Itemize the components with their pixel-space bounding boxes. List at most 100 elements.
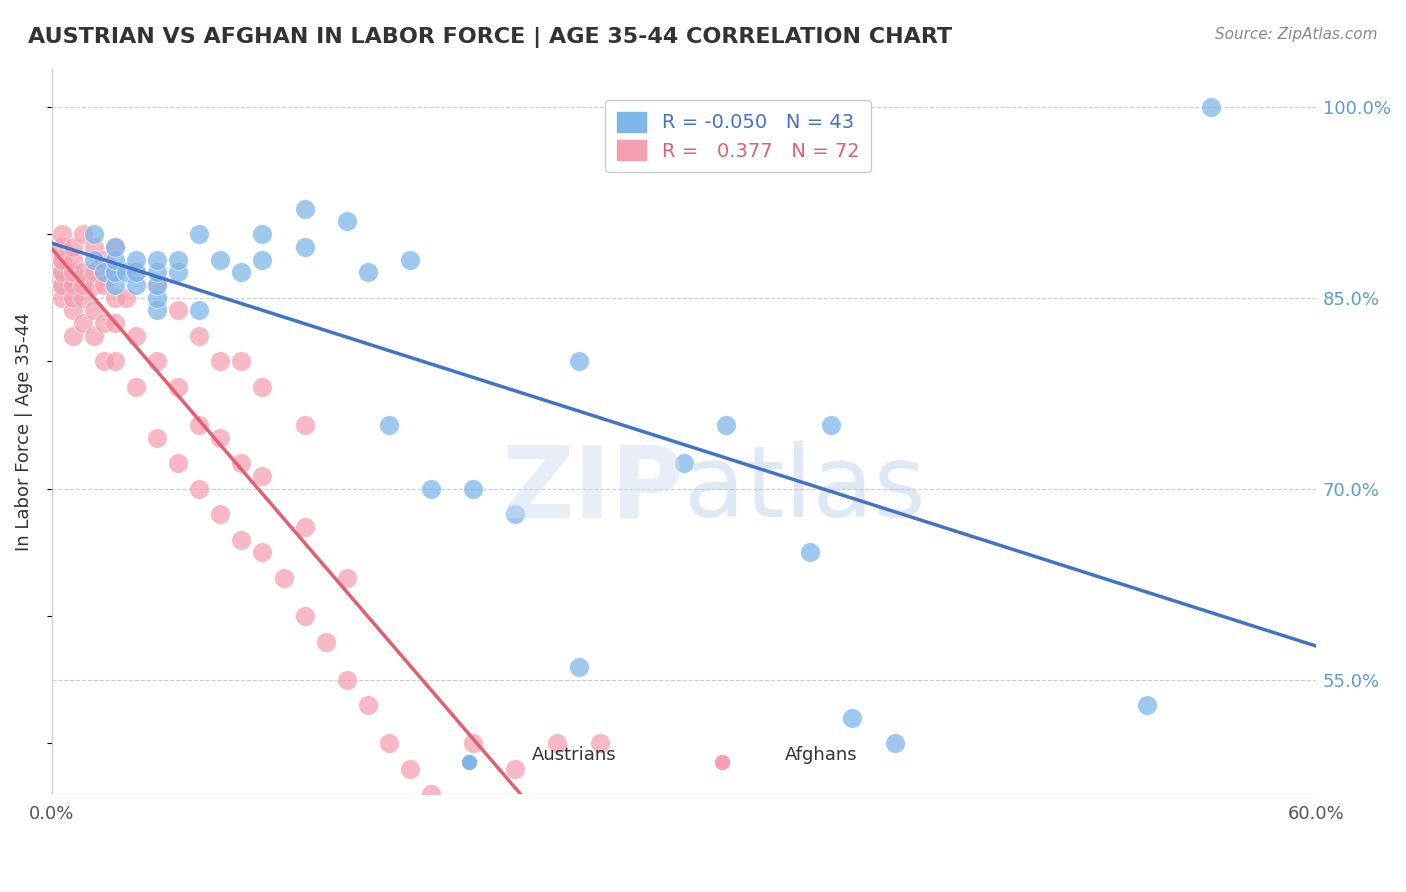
Point [83,265,105,279]
Point [378,736,401,750]
Point [146,265,169,279]
Point [125,329,148,343]
Point [820,418,842,433]
Point [51,291,73,305]
Point [114,291,136,305]
Point [51,227,73,241]
Point [188,227,211,241]
Point [146,278,169,293]
Point [672,456,695,470]
Point [167,380,190,394]
Point [294,609,316,624]
Point [188,418,211,433]
Point [294,418,316,433]
Point [62,291,84,305]
Point [125,265,148,279]
Point [104,265,127,279]
Point [93,316,115,330]
Point [1199,100,1222,114]
Point [62,303,84,318]
Point [167,303,190,318]
Point [505,762,527,776]
Point [104,278,127,293]
Point [399,252,422,267]
Point [505,507,527,521]
Point [146,278,169,293]
Point [93,265,115,279]
Point [231,265,253,279]
Point [83,329,105,343]
Point [252,252,274,267]
Point [83,303,105,318]
Point [51,265,73,279]
Point [231,354,253,368]
Point [378,418,401,433]
Point [51,278,73,293]
Point [114,265,136,279]
Point [72,265,94,279]
Point [463,736,485,750]
Point [294,520,316,534]
Point [883,736,905,750]
Point [62,278,84,293]
Point [167,252,190,267]
Point [104,316,127,330]
Point [252,227,274,241]
Point [104,354,127,368]
Point [104,265,127,279]
Point [420,788,443,802]
Point [146,291,169,305]
Point [62,252,84,267]
Point [188,482,211,496]
Point [167,265,190,279]
Point [841,711,863,725]
Point [62,240,84,254]
Point [714,418,737,433]
Point [146,354,169,368]
Point [420,482,443,496]
Text: Source: ZipAtlas.com: Source: ZipAtlas.com [1215,27,1378,42]
Point [1136,698,1159,713]
Y-axis label: In Labor Force | Age 35-44: In Labor Force | Age 35-44 [15,312,32,550]
Point [72,227,94,241]
Point [104,291,127,305]
Point [62,265,84,279]
Point [51,278,73,293]
Point [125,252,148,267]
Text: ZIP: ZIP [501,441,683,538]
Point [273,571,295,585]
Point [51,252,73,267]
Point [51,252,73,267]
Point [93,252,115,267]
Point [252,380,274,394]
Point [209,431,232,445]
Point [252,545,274,559]
Point [83,240,105,254]
Point [83,252,105,267]
Point [104,252,127,267]
Text: atlas: atlas [683,441,925,538]
Point [83,227,105,241]
Point [463,482,485,496]
Point [146,303,169,318]
Point [72,316,94,330]
Point [146,252,169,267]
Point [93,278,115,293]
Point [588,736,610,750]
Point [294,202,316,216]
Point [209,252,232,267]
Legend: R = -0.050   N = 43, R =   0.377   N = 72: R = -0.050 N = 43, R = 0.377 N = 72 [605,100,870,172]
Point [125,380,148,394]
Point [315,634,337,648]
Point [72,291,94,305]
Point [336,214,359,228]
Point [188,303,211,318]
Point [567,660,589,674]
Point [51,240,73,254]
Point [83,278,105,293]
Point [336,571,359,585]
Point [167,456,190,470]
Point [357,265,380,279]
Point [104,240,127,254]
Point [72,278,94,293]
